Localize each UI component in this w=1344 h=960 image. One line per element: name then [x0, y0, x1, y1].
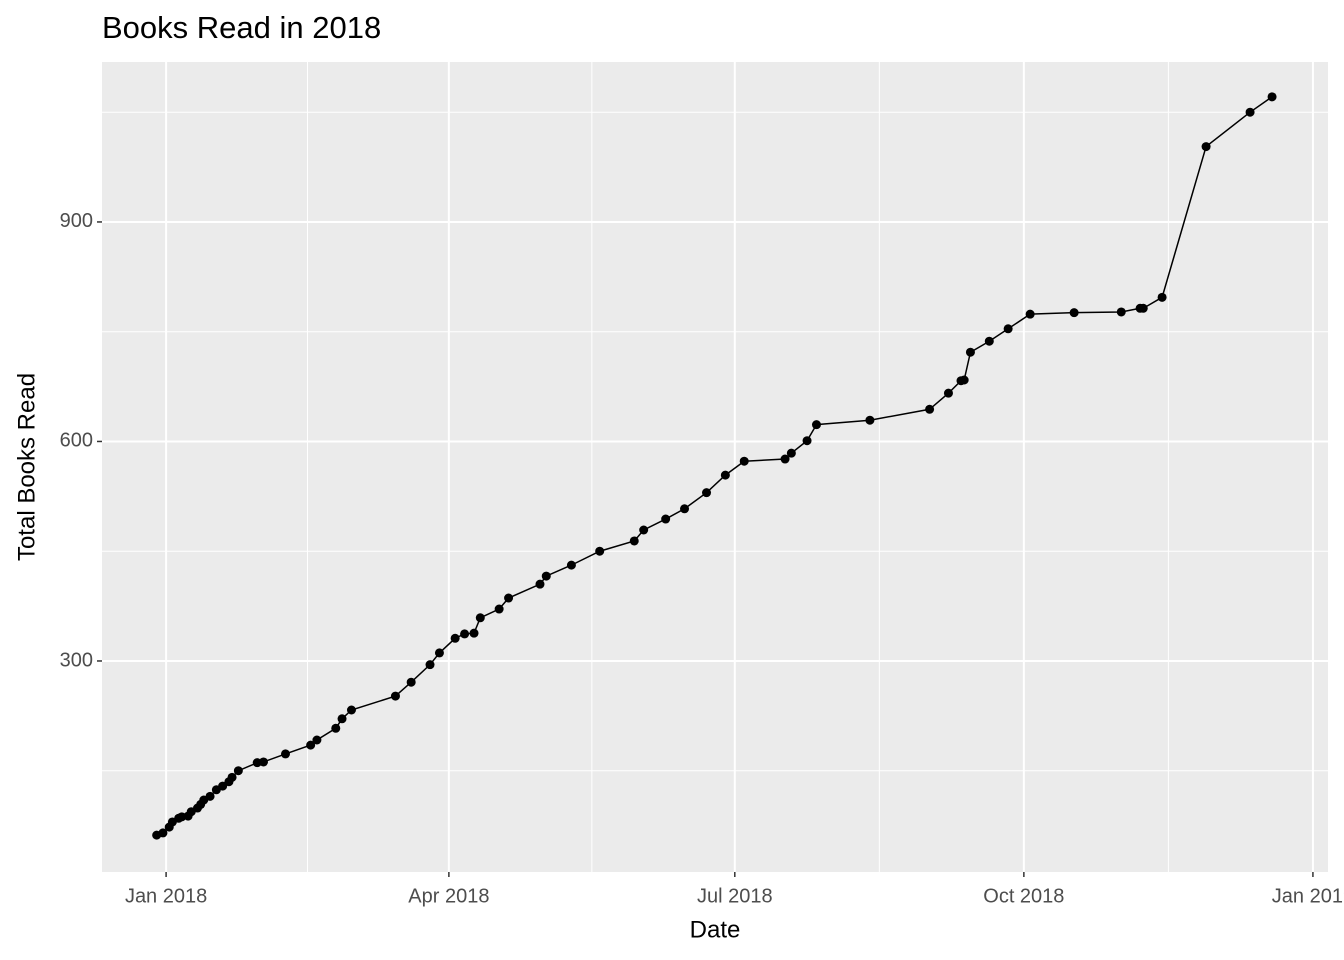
point [450, 633, 460, 643]
point [1025, 309, 1035, 319]
point [1267, 92, 1277, 102]
point [504, 593, 514, 603]
point [227, 772, 237, 782]
point [434, 648, 444, 658]
point [312, 735, 322, 745]
point [661, 514, 671, 524]
x-tick-label: Jul 2018 [697, 885, 773, 907]
point [406, 677, 416, 687]
x-tick-label: Oct 2018 [983, 885, 1064, 907]
point [1201, 142, 1211, 152]
point [786, 448, 796, 458]
point [720, 470, 730, 480]
point [158, 828, 168, 838]
point [535, 579, 545, 589]
point [1138, 303, 1148, 313]
plot-panel [102, 62, 1328, 872]
point [475, 613, 485, 623]
y-axis-title: Total Books Read [13, 373, 40, 561]
point [346, 705, 356, 715]
chart-title: Books Read in 2018 [102, 10, 381, 45]
point [984, 336, 994, 346]
point [280, 749, 290, 759]
point [306, 740, 316, 750]
point [629, 536, 639, 546]
x-tick-label: Apr 2018 [408, 885, 489, 907]
y-tick-label: 600 [60, 430, 93, 452]
point [959, 375, 969, 385]
point [595, 546, 605, 556]
point [1116, 307, 1126, 317]
point [739, 456, 749, 466]
point [865, 415, 875, 425]
x-tick-label: Jan 2018 [125, 885, 207, 907]
point [331, 723, 341, 733]
point [469, 628, 479, 638]
point [680, 504, 690, 514]
point [460, 629, 470, 639]
point [1069, 308, 1079, 318]
point [258, 757, 268, 767]
point [811, 420, 821, 430]
point [943, 388, 953, 398]
point [425, 660, 435, 670]
point [218, 781, 228, 791]
point [802, 436, 812, 446]
point [205, 791, 215, 801]
y-tick-label: 900 [60, 210, 93, 232]
point [541, 571, 551, 581]
point [233, 766, 243, 776]
point [780, 454, 790, 464]
point [1245, 107, 1255, 117]
point [925, 404, 935, 414]
point [494, 604, 504, 614]
y-tick-label: 300 [60, 649, 93, 671]
point [566, 560, 576, 570]
point [702, 488, 712, 498]
point [965, 347, 975, 357]
point [337, 714, 347, 724]
point [639, 525, 649, 535]
x-tick-label: Jan 2019 [1272, 885, 1344, 907]
point [1157, 292, 1167, 302]
point [1003, 324, 1013, 334]
x-axis-title: Date [690, 916, 741, 943]
point [390, 691, 400, 701]
